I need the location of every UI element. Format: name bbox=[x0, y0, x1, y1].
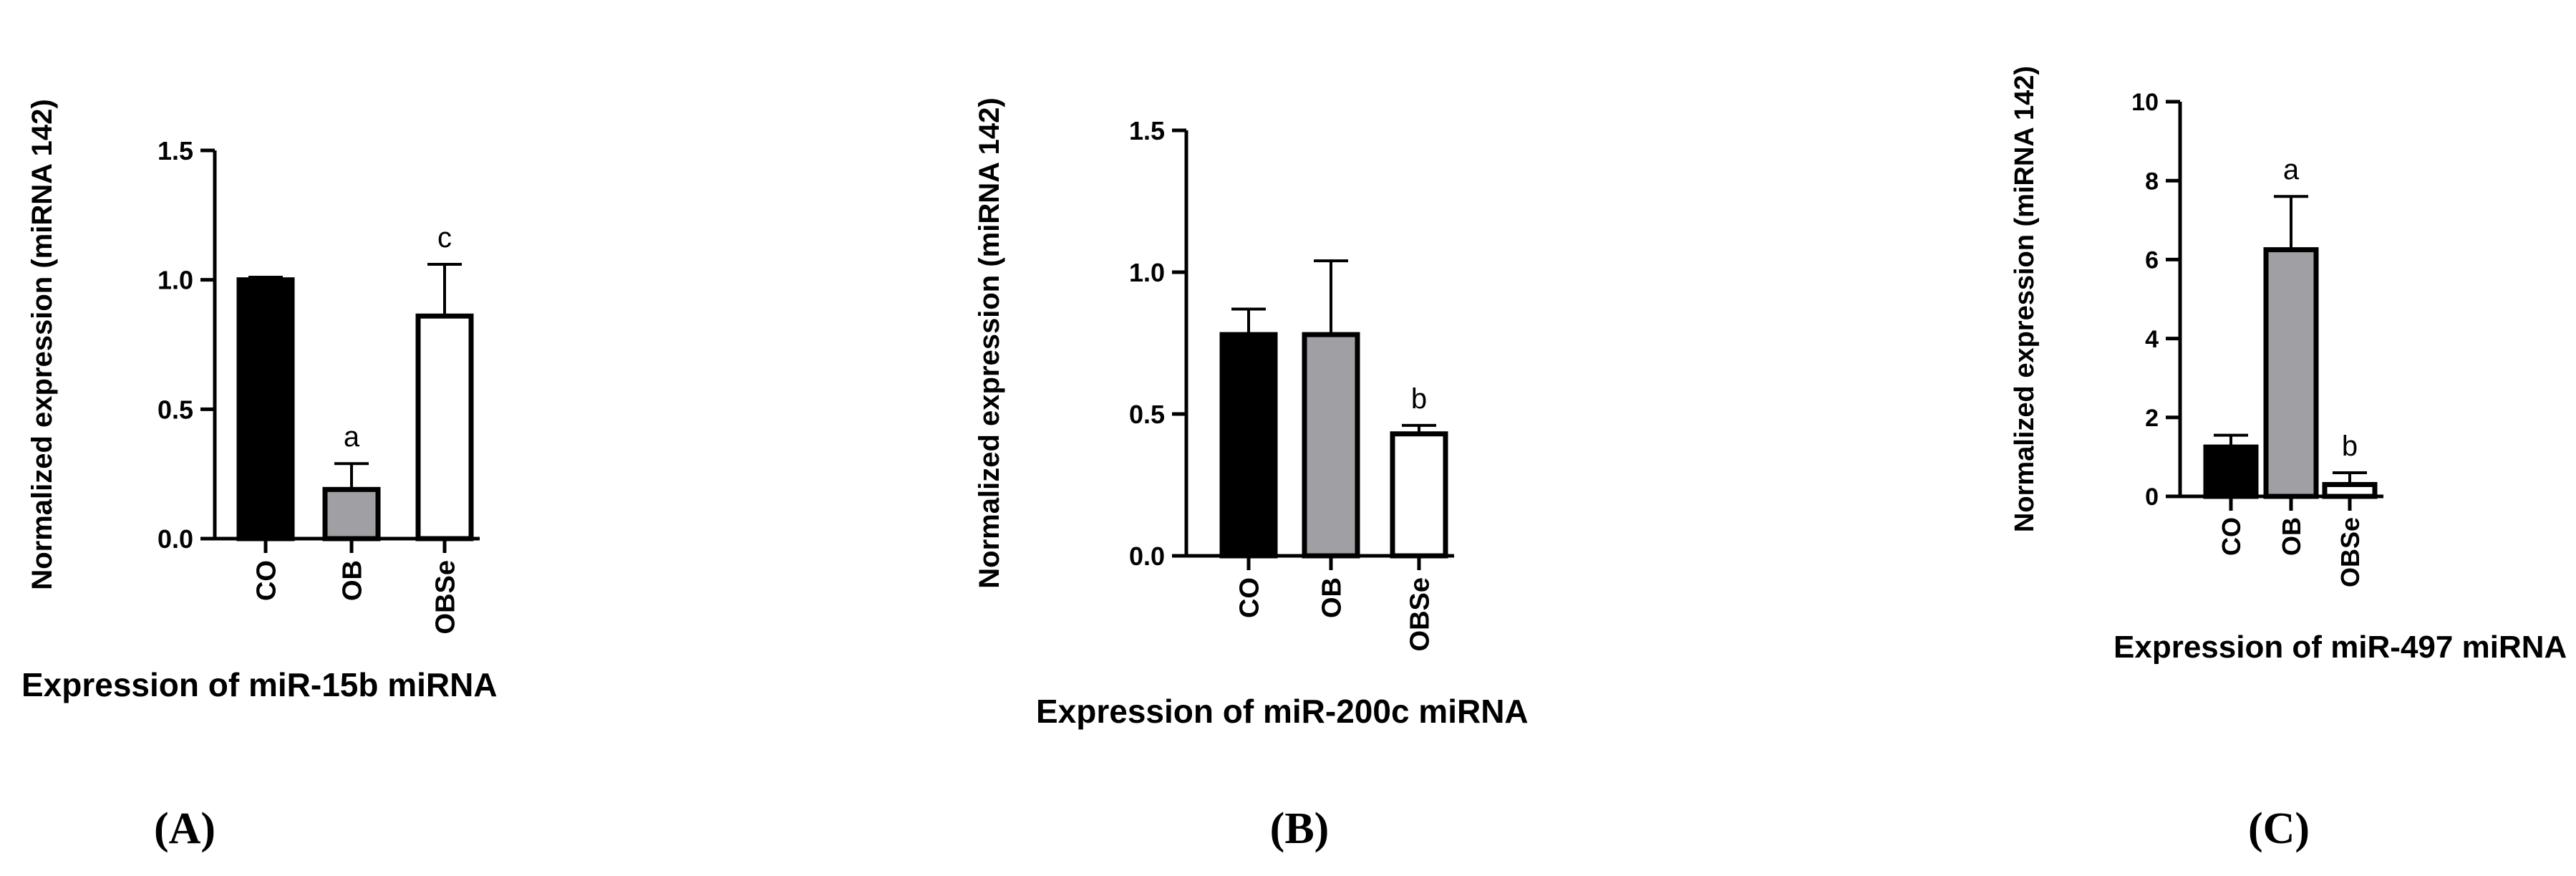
chart-panel-1: 0.0 0.5 1.0 1.5 CO OB OBSe a c Normalized express… bbox=[21, 99, 498, 853]
significance-label: c bbox=[437, 222, 452, 254]
x-tick-label-ob: OB bbox=[2277, 517, 2306, 556]
x-tick-label-ob: OB bbox=[338, 560, 368, 601]
x-tick-label-co: CO bbox=[1235, 577, 1265, 618]
significance-label: b bbox=[2342, 430, 2358, 462]
y-tick-label: 2 bbox=[2145, 405, 2159, 432]
y-tick-label: 1.0 bbox=[158, 266, 193, 295]
y-tick-label: 1.5 bbox=[158, 136, 193, 165]
error-bar-ob bbox=[1314, 259, 1348, 335]
y-tick-label: 10 bbox=[2131, 89, 2159, 116]
error-bar-ob bbox=[334, 462, 369, 490]
error-bar-co bbox=[248, 276, 283, 280]
error-bar-co bbox=[2214, 433, 2248, 448]
bar-co bbox=[236, 277, 295, 542]
y-tick-label: 4 bbox=[2145, 326, 2159, 353]
x-axis-title: Expression of miR-497 miRNA bbox=[2113, 630, 2567, 665]
y-axis-title: Normalized expression (miRNA 142) bbox=[26, 99, 58, 589]
panel-label: (A) bbox=[154, 804, 216, 853]
y-tick-label: 0 bbox=[2145, 483, 2159, 511]
error-bar-obse bbox=[427, 262, 462, 317]
x-tick-label-ob: OB bbox=[1317, 577, 1347, 618]
x-tick-label-obse: OBSe bbox=[2335, 517, 2365, 587]
chart-panel-2: 0.0 0.5 1.0 1.5 CO OB OBSe b Normalized expressi… bbox=[974, 97, 1529, 853]
chart-panel-3: 0 2 4 6 8 10 CO OB OBSe a b Normalized expression (… bbox=[2010, 66, 2567, 853]
y-tick-label: 0.0 bbox=[158, 524, 193, 554]
panel-label: (C) bbox=[2248, 804, 2310, 853]
error-bar-obse bbox=[2333, 471, 2367, 485]
x-axis-title: Expression of miR-15b miRNA bbox=[21, 666, 498, 703]
error-bar-ob bbox=[2274, 195, 2308, 250]
x-tick-label-co: CO bbox=[2217, 517, 2246, 556]
bar-obse bbox=[1390, 431, 1448, 559]
y-tick-label: 1.0 bbox=[1129, 258, 1165, 287]
significance-label: a bbox=[2283, 154, 2300, 186]
error-bar-obse bbox=[1402, 423, 1436, 434]
bar-co bbox=[1219, 332, 1278, 559]
x-tick-label-obse: OBSe bbox=[431, 560, 461, 634]
y-tick-label: 1.5 bbox=[1129, 116, 1165, 145]
error-bar-co bbox=[1231, 307, 1266, 335]
y-tick-label: 0.5 bbox=[1129, 400, 1165, 429]
bar-obse bbox=[415, 313, 474, 542]
y-tick-label: 8 bbox=[2145, 168, 2159, 195]
x-tick-label-co: CO bbox=[252, 560, 282, 601]
significance-label: a bbox=[344, 421, 360, 453]
bar-ob bbox=[2263, 247, 2319, 499]
y-tick-label: 0.0 bbox=[1129, 542, 1165, 571]
y-tick-label: 0.5 bbox=[158, 395, 193, 424]
significance-label: b bbox=[1411, 383, 1427, 415]
bar-ob bbox=[1302, 332, 1360, 559]
y-axis-title: Normalized expression (miRNA 142) bbox=[2010, 66, 2040, 532]
x-axis-title: Expression of miR-200c miRNA bbox=[1036, 693, 1529, 730]
bar-co bbox=[2203, 444, 2259, 499]
y-axis-title: Normalized expression (miRNA 142) bbox=[974, 97, 1005, 588]
x-tick-label-obse: OBSe bbox=[1405, 577, 1435, 651]
bar-ob bbox=[322, 486, 381, 542]
y-tick-label: 6 bbox=[2145, 247, 2159, 274]
panel-label: (B) bbox=[1270, 804, 1330, 853]
